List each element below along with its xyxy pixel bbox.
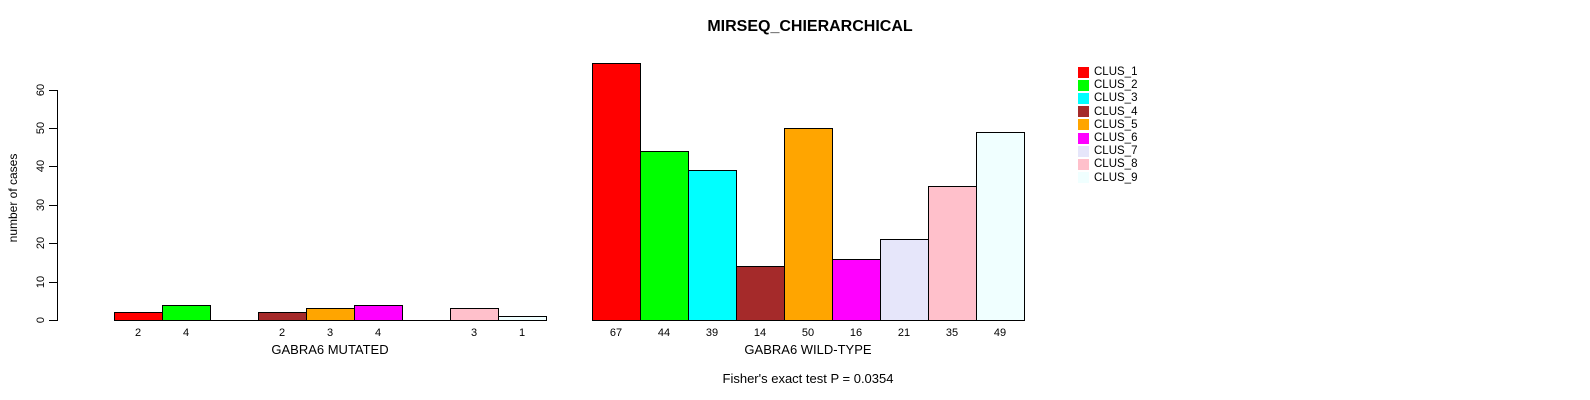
y-axis-tick <box>49 281 57 283</box>
y-axis-tick-label: 0 <box>35 316 47 324</box>
legend-label: CLUS_6 <box>1094 132 1138 144</box>
legend-label: CLUS_2 <box>1094 79 1138 92</box>
bar-clus-4 <box>258 312 307 321</box>
legend-item: CLUS_6 <box>1078 132 1137 144</box>
fisher-test-annotation: Fisher's exact test P = 0.0354 <box>722 371 894 386</box>
legend-color-swatch <box>1078 119 1089 131</box>
y-axis-tick <box>49 204 57 206</box>
y-axis-tick <box>49 166 57 168</box>
y-axis-tick <box>49 89 57 91</box>
legend-color-swatch <box>1078 79 1089 91</box>
bar-clus-4 <box>736 266 785 321</box>
bar-value-label: 3 <box>326 327 334 339</box>
legend-label: CLUS_1 <box>1094 66 1138 78</box>
x-axis-label-gabra6-wild-type: GABRA6 WILD-TYPE <box>744 342 872 357</box>
y-axis-line <box>57 89 58 321</box>
legend-color-swatch <box>1078 145 1089 157</box>
legend-label: CLUS_8 <box>1094 158 1138 171</box>
legend-color-swatch <box>1078 106 1089 118</box>
bar-clus-5 <box>306 308 355 321</box>
bar-value-label: 4 <box>374 327 382 339</box>
y-axis-tick-label: 10 <box>35 275 47 288</box>
bar-value-label: 16 <box>849 327 863 339</box>
bar-value-label: 21 <box>897 327 911 339</box>
legend-label: CLUS_4 <box>1094 105 1138 118</box>
y-axis-label: number of cases <box>6 153 20 243</box>
bar-clus-7 <box>880 239 929 321</box>
bar-value-label: 2 <box>278 327 286 339</box>
bar-clus-9 <box>976 131 1025 321</box>
bar-value-label: 2 <box>134 327 142 339</box>
bar-clus-6 <box>354 304 403 321</box>
legend-item: CLUS_5 <box>1078 119 1137 131</box>
legend-label: CLUS_3 <box>1094 92 1138 105</box>
legend-item: CLUS_1 <box>1078 66 1137 78</box>
legend-item: CLUS_4 <box>1078 106 1137 118</box>
legend-item: CLUS_7 <box>1078 145 1137 157</box>
legend-label: CLUS_7 <box>1094 145 1138 158</box>
legend-item: CLUS_3 <box>1078 92 1137 104</box>
legend-color-swatch <box>1078 158 1089 170</box>
bar-value-label: 14 <box>753 327 767 339</box>
legend-item: CLUS_9 <box>1078 172 1137 184</box>
bar-value-label: 67 <box>609 327 623 339</box>
legend-label: CLUS_9 <box>1094 171 1138 184</box>
chart-title: MIRSEQ_CHIERARCHICAL <box>707 18 913 35</box>
legend-color-swatch <box>1078 172 1089 184</box>
bar-value-label: 3 <box>470 327 478 339</box>
bar-clus-2 <box>162 304 211 321</box>
bar-value-label: 49 <box>993 327 1007 339</box>
bar-clus-1 <box>114 312 163 321</box>
legend-color-swatch <box>1078 92 1089 104</box>
bar-clus-3 <box>688 170 737 321</box>
bar-value-label: 4 <box>182 327 190 339</box>
legend-item: CLUS_2 <box>1078 79 1137 91</box>
bar-clus-8 <box>450 308 499 321</box>
bar-value-label: 39 <box>705 327 719 339</box>
y-axis-tick-label: 40 <box>35 160 47 173</box>
legend-item: CLUS_8 <box>1078 158 1137 170</box>
y-axis-tick-label: 60 <box>35 83 47 96</box>
y-axis-tick-label: 50 <box>35 121 47 135</box>
legend-label: CLUS_5 <box>1094 118 1138 131</box>
bar-value-label: 1 <box>518 327 526 339</box>
bar-value-label: 35 <box>945 327 959 339</box>
bar-value-label: 50 <box>801 327 815 339</box>
y-axis-tick <box>49 243 57 245</box>
bar-clus-5 <box>784 128 833 321</box>
bar-value-label: 44 <box>657 327 671 339</box>
bar-clus-9 <box>498 316 547 321</box>
bar-clus-2 <box>640 151 689 321</box>
bar-clus-8 <box>928 185 977 321</box>
y-axis-tick <box>49 320 57 321</box>
legend-color-swatch <box>1078 132 1089 144</box>
y-axis-tick-label: 20 <box>35 237 47 250</box>
y-axis-tick-label: 30 <box>35 198 47 211</box>
legend-color-swatch <box>1078 66 1089 78</box>
x-axis-label-gabra6-mutated: GABRA6 MUTATED <box>271 342 389 357</box>
bar-clus-1 <box>592 62 641 321</box>
bar-clus-6 <box>832 258 881 321</box>
y-axis-tick <box>49 128 57 129</box>
